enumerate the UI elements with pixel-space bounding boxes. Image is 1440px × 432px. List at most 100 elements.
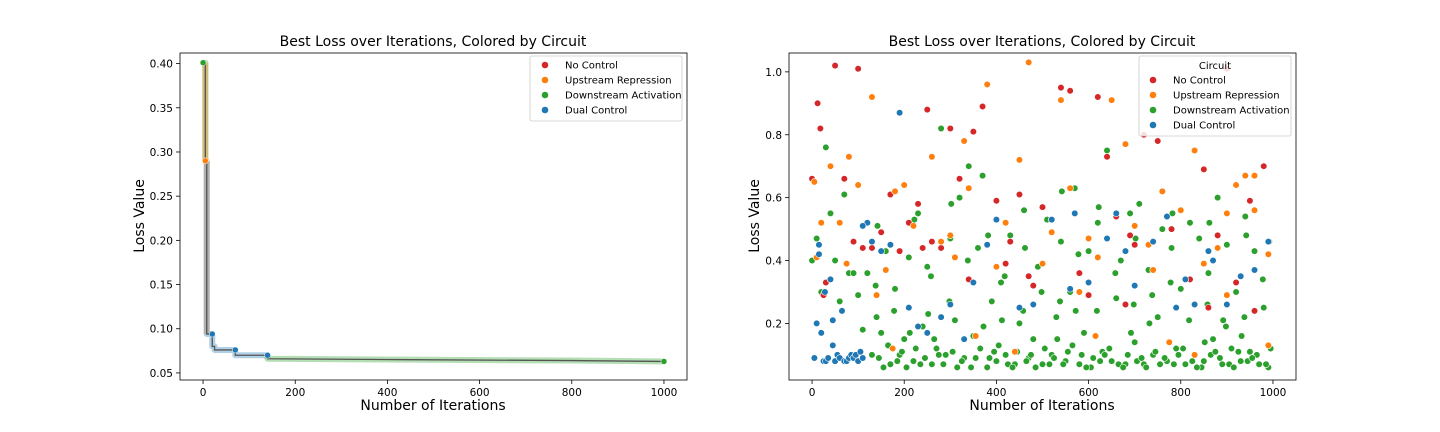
right-point-no-control	[919, 244, 927, 252]
right-point-downstream-activation	[1259, 275, 1267, 283]
right-point-downstream-activation	[902, 363, 911, 372]
right-point-upstream-repression	[845, 153, 853, 161]
right-point-downstream-activation	[1137, 354, 1146, 362]
right-x-ticks: 0 200 400 600 800 1000	[809, 380, 1286, 399]
right-point-no-control	[928, 238, 936, 246]
right-point-downstream-activation	[891, 285, 899, 293]
right-x-tick-label: 200	[894, 387, 914, 399]
left-y-tick-label: 0.25	[150, 191, 173, 203]
right-point-downstream-activation	[1145, 319, 1154, 328]
right-point-upstream-repression	[843, 260, 851, 268]
right-point-downstream-activation	[1142, 363, 1150, 372]
right-point-downstream-activation	[1174, 351, 1183, 359]
right-point-upstream-repression	[868, 93, 876, 101]
right-chart-title: Best Loss over Iterations, Colored by Ci…	[889, 34, 1196, 50]
right-point-no-control	[1250, 307, 1259, 315]
right-legend-label-no-control: No Control	[1173, 76, 1226, 87]
right-point-no-control	[955, 175, 964, 183]
right-point-dual-control	[1264, 238, 1272, 246]
right-point-upstream-repression	[965, 184, 973, 192]
right-y-tick-label: 1.0	[765, 67, 782, 79]
right-point-dual-control	[1084, 278, 1093, 287]
right-point-downstream-activation	[1029, 335, 1037, 343]
right-point-upstream-repression	[900, 181, 908, 189]
right-point-downstream-activation	[863, 269, 871, 277]
right-point-dual-control	[1190, 300, 1199, 309]
right-point-dual-control	[1121, 247, 1130, 255]
right-point-upstream-repression	[810, 178, 818, 186]
right-point-no-control	[813, 99, 822, 107]
right-point-upstream-repression	[1038, 260, 1047, 268]
right-point-downstream-activation	[1112, 294, 1120, 302]
right-point-downstream-activation	[1219, 316, 1227, 324]
right-point-no-control	[840, 175, 848, 183]
right-point-downstream-activation	[914, 209, 922, 217]
right-point-downstream-activation	[939, 360, 948, 368]
right-point-upstream-repression	[1223, 291, 1231, 299]
right-point-downstream-activation	[1068, 341, 1077, 350]
right-point-downstream-activation	[1232, 288, 1240, 296]
right-point-downstream-activation	[1027, 351, 1035, 359]
right-point-upstream-repression	[1190, 146, 1199, 155]
left-legend-label-no-control: No Control	[565, 61, 618, 72]
left-y-tick-label: 0.30	[150, 147, 173, 159]
left-legend-marker-upstream-repression	[541, 76, 549, 84]
right-point-dual-control	[1131, 282, 1139, 290]
left-y-axis-label: Loss Value	[132, 179, 148, 253]
right-point-downstream-activation	[1148, 291, 1156, 299]
right-point-downstream-activation	[1053, 335, 1061, 343]
right-axes-frame	[788, 52, 1297, 381]
right-point-downstream-activation	[1059, 360, 1067, 368]
left-plot-area	[199, 59, 668, 365]
right-point-downstream-activation	[1179, 344, 1187, 353]
right-y-tick-label: 0.4	[765, 256, 782, 268]
right-point-upstream-repression	[983, 80, 991, 89]
right-point-upstream-repression	[1149, 266, 1157, 274]
right-point-upstream-repression	[889, 344, 897, 353]
right-point-dual-control	[826, 275, 835, 283]
right-point-downstream-activation	[1262, 360, 1270, 368]
right-point-downstream-activation	[1193, 363, 1201, 372]
right-y-axis-label: Loss Value	[747, 179, 763, 253]
right-point-upstream-repression	[1223, 209, 1231, 217]
right-point-no-control	[914, 200, 922, 208]
right-point-no-control	[1126, 231, 1134, 239]
right-point-downstream-activation	[831, 256, 839, 265]
right-point-downstream-activation	[1209, 335, 1217, 343]
right-point-downstream-activation	[875, 354, 883, 362]
right-y-ticks: 0.2 0.4 0.6 0.8 1.0	[765, 67, 789, 330]
right-point-dual-control	[896, 109, 904, 117]
right-point-downstream-activation	[1218, 360, 1226, 368]
right-point-downstream-activation	[1238, 332, 1246, 340]
right-point-downstream-activation	[1168, 209, 1177, 217]
right-point-dual-control	[815, 241, 823, 249]
right-point-downstream-activation	[849, 269, 858, 277]
right-point-upstream-repression	[1264, 250, 1272, 258]
right-point-downstream-activation	[1126, 209, 1134, 217]
right-point-downstream-activation	[964, 256, 972, 265]
right-point-upstream-repression	[1108, 96, 1116, 104]
right-point-upstream-repression	[826, 162, 835, 170]
right-point-downstream-activation	[951, 316, 959, 324]
right-point-dual-control	[1048, 216, 1056, 224]
right-legend-marker-dual-control	[1149, 121, 1157, 129]
right-point-downstream-activation	[1167, 244, 1176, 252]
right-point-downstream-activation	[916, 360, 924, 368]
right-point-no-control	[1084, 291, 1093, 299]
right-point-downstream-activation	[1020, 206, 1028, 214]
right-y-tick-label: 0.6	[765, 193, 782, 205]
right-point-dual-control	[1015, 304, 1024, 312]
right-point-downstream-activation	[1117, 256, 1125, 265]
left-legend-label-downstream-activation: Downstream Activation	[565, 91, 682, 102]
right-x-tick-label: 400	[986, 387, 1006, 399]
right-point-no-control	[877, 228, 885, 236]
left-x-tick-label: 1000	[651, 387, 678, 399]
right-point-downstream-activation	[1127, 329, 1135, 337]
right-point-downstream-activation	[1242, 231, 1250, 239]
right-point-downstream-activation	[886, 360, 895, 368]
right-point-downstream-activation	[1177, 285, 1185, 293]
right-legend-label-downstream-activation: Downstream Activation	[1173, 106, 1290, 117]
right-point-downstream-activation	[988, 297, 996, 305]
right-point-downstream-activation	[1084, 247, 1093, 255]
left-y-tick-label: 0.15	[150, 280, 173, 292]
